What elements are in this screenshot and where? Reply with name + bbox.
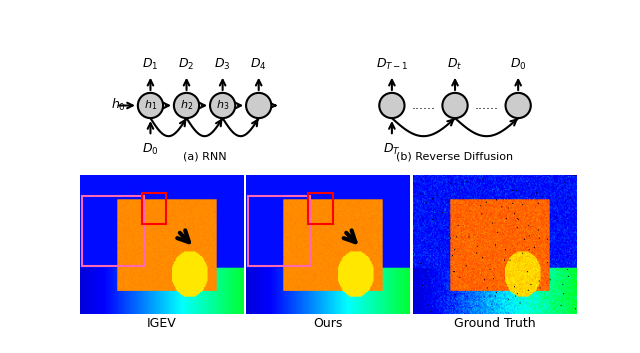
Bar: [82, 196, 143, 265]
Text: $h_0$: $h_0$: [111, 97, 125, 113]
Text: $h_2$: $h_2$: [180, 98, 193, 112]
Bar: [248, 196, 310, 265]
X-axis label: Ours: Ours: [314, 317, 342, 330]
Text: $D_4$: $D_4$: [250, 57, 267, 72]
Bar: [142, 193, 166, 224]
Text: $D_{T-1}$: $D_{T-1}$: [376, 57, 408, 72]
Text: ......: ......: [475, 99, 499, 112]
Text: $D_t$: $D_t$: [447, 57, 463, 72]
Text: $D_1$: $D_1$: [142, 57, 159, 72]
Text: $h_3$: $h_3$: [216, 98, 229, 112]
X-axis label: Ground Truth: Ground Truth: [454, 317, 535, 330]
Text: ......: ......: [412, 99, 435, 112]
Text: $D_3$: $D_3$: [214, 57, 231, 72]
Text: (a) RNN: (a) RNN: [183, 151, 227, 161]
Ellipse shape: [380, 93, 404, 118]
Text: $D_0$: $D_0$: [142, 142, 159, 157]
Bar: [308, 193, 333, 224]
Ellipse shape: [210, 93, 236, 118]
Ellipse shape: [138, 93, 163, 118]
Ellipse shape: [506, 93, 531, 118]
X-axis label: IGEV: IGEV: [147, 317, 177, 330]
Text: (b) Reverse Diffusion: (b) Reverse Diffusion: [396, 151, 513, 161]
Ellipse shape: [442, 93, 468, 118]
Text: $D_2$: $D_2$: [179, 57, 195, 72]
Text: $h_1$: $h_1$: [144, 98, 157, 112]
Ellipse shape: [246, 93, 271, 118]
Text: $D_T$: $D_T$: [383, 142, 401, 157]
Text: $D_0$: $D_0$: [510, 57, 527, 72]
Ellipse shape: [174, 93, 199, 118]
